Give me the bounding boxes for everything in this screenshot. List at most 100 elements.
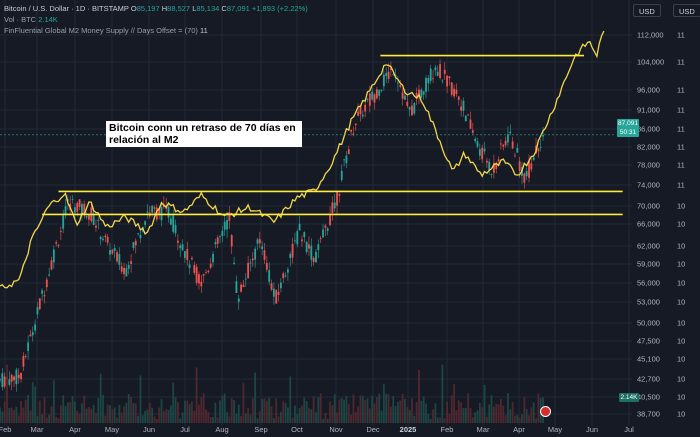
candle-body: [294, 240, 296, 242]
candle-body: [326, 228, 329, 232]
indicator-label: FinFluential Global M2 Money Supply // D…: [4, 26, 198, 35]
volume-bar: [176, 401, 179, 423]
x-axis-label: Mar: [31, 425, 44, 434]
volume-bar: [209, 417, 212, 423]
currency-button-left[interactable]: USD: [633, 4, 661, 17]
volume-bar: [155, 418, 158, 423]
candle-body: [120, 266, 123, 272]
volume-bar: [492, 406, 495, 423]
left-axis-label: 56,000: [637, 279, 660, 288]
candle-body: [174, 224, 177, 234]
volume-bar: [319, 393, 322, 423]
volume-bar: [97, 398, 100, 423]
left-axis-label: 40,500: [637, 393, 660, 402]
left-axis-label: 78,000: [637, 161, 660, 170]
candle-body: [366, 99, 369, 100]
volume-bar: [500, 398, 502, 423]
high-value: 88,527: [167, 4, 191, 13]
candle-body: [66, 199, 69, 202]
candle-body: [36, 307, 39, 315]
volume-bar: [523, 397, 526, 423]
volume-bar: [247, 408, 250, 423]
candle-body: [441, 80, 444, 82]
candle-body: [15, 369, 18, 385]
candle-body: [279, 282, 282, 289]
x-axis-label: Jul: [624, 425, 634, 434]
candle-body: [436, 71, 439, 76]
volume-bar: [228, 416, 231, 423]
candle-body: [525, 170, 528, 177]
volume-bar: [507, 393, 509, 423]
currency-button-right[interactable]: USD: [673, 4, 700, 17]
candle-body: [92, 214, 95, 226]
candle-body: [111, 249, 114, 254]
candle-body: [382, 74, 385, 87]
volume-bar: [366, 398, 369, 423]
candle-body: [291, 243, 294, 258]
volume-bar: [457, 400, 460, 423]
volume-bar: [41, 414, 44, 423]
volume-bar: [436, 417, 439, 423]
volume-bar: [287, 407, 289, 423]
volume-bar: [338, 399, 341, 423]
volume-bar: [310, 409, 313, 423]
volume-bar: [83, 395, 86, 423]
candle-body: [340, 170, 343, 180]
last-price-value: 87,091: [618, 120, 638, 127]
candle-body: [373, 94, 376, 103]
volume-bar: [485, 416, 488, 423]
us-flag-icon[interactable]: [540, 406, 551, 417]
volume-bar: [322, 418, 324, 423]
volume-bar: [282, 401, 285, 423]
volume-bar: [235, 413, 238, 423]
candle-body: [237, 298, 240, 302]
candle-body: [478, 149, 481, 156]
candle-body: [45, 279, 48, 288]
x-axis-label: Nov: [329, 425, 343, 434]
volume-bar: [446, 401, 448, 423]
candle-body: [446, 75, 448, 87]
candle-body: [130, 261, 132, 265]
left-axis-label: 86,000: [637, 125, 660, 134]
volume-bar: [420, 400, 423, 423]
low-label: L: [192, 4, 197, 13]
volume-bar: [34, 386, 37, 423]
volume-bar: [371, 395, 374, 423]
candle-body: [471, 130, 474, 133]
volume-bar: [59, 405, 62, 423]
right-axis-label: 10: [677, 375, 685, 384]
candle-body: [172, 215, 175, 232]
volume-bar: [0, 407, 1, 423]
volume-bar: [167, 410, 170, 423]
volume-bar: [244, 413, 247, 423]
right-axis-label: 11: [677, 125, 685, 134]
volume-bar: [413, 415, 416, 423]
volume-bar: [22, 407, 25, 423]
volume-bar: [394, 406, 397, 423]
right-axis-label: 10: [677, 202, 685, 211]
candle-body: [59, 231, 62, 233]
candle-body: [29, 334, 32, 337]
volume-bar: [137, 415, 140, 423]
volume-bar: [165, 409, 168, 423]
candle-body: [188, 264, 191, 268]
volume-bar: [66, 402, 69, 423]
candle-body: [109, 250, 111, 255]
candle-body: [221, 230, 224, 236]
candle-body: [284, 275, 287, 277]
candle-body: [38, 298, 41, 310]
volume-bar: [312, 396, 315, 423]
left-axis-label: 104,000: [637, 58, 664, 67]
candle-body: [345, 155, 348, 164]
candle-body: [392, 74, 395, 76]
volume-bar: [90, 408, 93, 423]
candle-body: [22, 355, 25, 367]
candle-body: [537, 148, 540, 152]
x-axis-label: May: [105, 425, 119, 434]
candle-body: [509, 131, 512, 134]
x-axis-label: Apr: [69, 425, 81, 434]
volume-bar: [120, 412, 123, 423]
candle-body: [13, 376, 15, 381]
candle-body: [399, 84, 402, 87]
